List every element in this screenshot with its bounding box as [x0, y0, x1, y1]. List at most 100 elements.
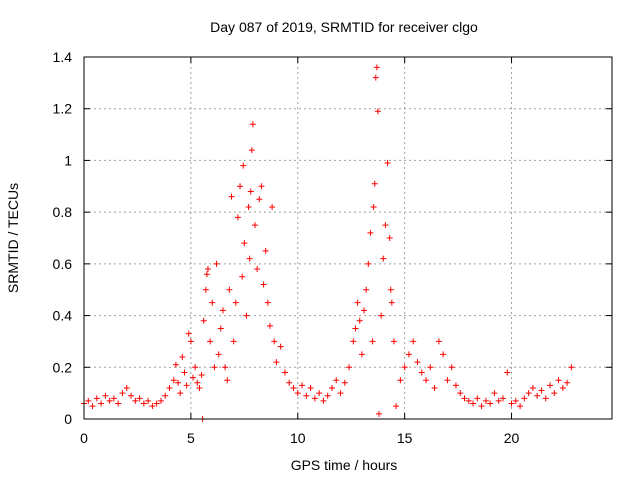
data-point	[262, 247, 269, 254]
scatter-points	[81, 64, 575, 422]
data-point	[219, 307, 226, 314]
data-point	[232, 299, 239, 306]
data-point	[521, 395, 528, 402]
y-axis-label: SRMTID / TECUs	[5, 183, 21, 293]
data-point	[98, 400, 105, 407]
data-point	[491, 390, 498, 397]
data-point	[324, 392, 331, 399]
data-point	[222, 364, 229, 371]
data-point	[183, 382, 190, 389]
data-point	[427, 364, 434, 371]
data-point	[128, 392, 135, 399]
data-point	[252, 222, 259, 229]
y-tick-label: 1.4	[53, 49, 73, 65]
data-point	[352, 325, 359, 332]
data-point	[224, 377, 231, 384]
data-point	[538, 387, 545, 394]
data-point	[211, 364, 218, 371]
data-point	[157, 397, 164, 404]
data-point	[320, 397, 327, 404]
plot-frame	[83, 56, 613, 420]
data-point	[294, 390, 301, 397]
data-point	[277, 343, 284, 350]
data-point	[179, 353, 186, 360]
data-point	[249, 121, 256, 128]
data-point	[213, 260, 220, 267]
data-point	[246, 255, 253, 262]
data-point	[266, 322, 273, 329]
data-point	[363, 286, 370, 293]
data-point	[198, 372, 205, 379]
data-point	[240, 162, 247, 169]
data-point	[361, 307, 368, 314]
data-point	[226, 286, 233, 293]
data-point	[264, 299, 271, 306]
data-point	[474, 395, 481, 402]
data-point	[200, 317, 207, 324]
data-point	[525, 390, 532, 397]
data-point	[564, 379, 571, 386]
data-point	[393, 403, 400, 410]
tick-labels: 0 5 10 15 20 0 0.2 0.4 0.6 0.8 1 1.2 1.4	[53, 49, 520, 446]
data-point	[374, 108, 381, 115]
data-point	[384, 160, 391, 167]
data-point	[260, 281, 267, 288]
data-point	[299, 382, 306, 389]
x-tick-label: 10	[290, 430, 306, 446]
data-point	[542, 395, 549, 402]
data-point	[333, 377, 340, 384]
data-point	[162, 392, 169, 399]
data-point	[440, 351, 447, 358]
y-tick-label: 1.2	[53, 101, 73, 117]
data-point	[194, 379, 201, 386]
data-point	[110, 395, 117, 402]
data-point	[461, 395, 468, 402]
data-point	[444, 377, 451, 384]
data-point	[254, 266, 261, 273]
data-point	[512, 397, 519, 404]
data-point	[237, 183, 244, 190]
data-point	[241, 240, 248, 247]
data-point	[136, 395, 143, 402]
data-point	[365, 260, 372, 267]
y-tick-label: 1	[64, 152, 72, 168]
data-point	[228, 193, 235, 200]
data-point	[517, 403, 524, 410]
data-point	[217, 325, 224, 332]
grid	[84, 57, 612, 419]
data-point	[175, 379, 182, 386]
data-point	[508, 400, 515, 407]
data-point	[482, 397, 489, 404]
data-point	[119, 390, 126, 397]
data-point	[457, 390, 464, 397]
data-point	[102, 392, 109, 399]
data-point	[382, 222, 389, 229]
data-point	[388, 299, 395, 306]
data-point	[487, 400, 494, 407]
data-point	[418, 369, 425, 376]
data-point	[370, 203, 377, 210]
data-point	[499, 395, 506, 402]
data-point	[273, 359, 280, 366]
data-point	[452, 382, 459, 389]
data-point	[307, 384, 314, 391]
data-point	[209, 299, 216, 306]
y-tick-label: 0.8	[53, 204, 73, 220]
data-point	[187, 338, 194, 345]
data-point	[123, 384, 130, 391]
data-point	[132, 397, 139, 404]
x-tick-label: 20	[504, 430, 520, 446]
data-point	[529, 384, 536, 391]
data-point	[115, 400, 122, 407]
data-point	[271, 338, 278, 345]
data-point	[354, 299, 361, 306]
data-point	[431, 384, 438, 391]
data-point	[170, 377, 177, 384]
data-point	[258, 183, 265, 190]
data-point	[215, 351, 222, 358]
data-point	[448, 364, 455, 371]
data-point	[375, 410, 382, 417]
data-point	[547, 382, 554, 389]
axis-ticks	[83, 56, 612, 420]
